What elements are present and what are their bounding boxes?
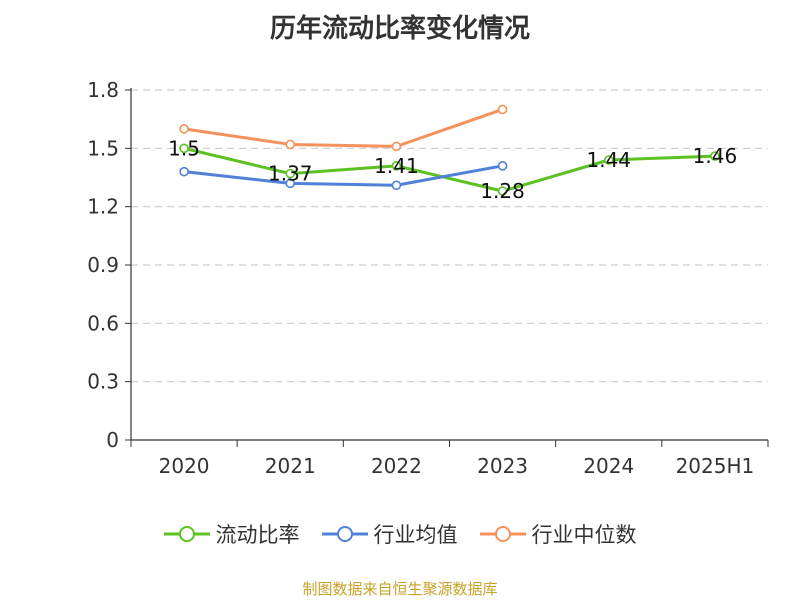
legend: 流动比率 行业均值 行业中位数 — [0, 519, 800, 549]
axis-layer: 0 0.3 0.6 0.9 1.2 1.5 1.8 2020 2021 2022 2023 2024 2… — [87, 78, 769, 478]
data-point-series-1 — [391, 180, 402, 191]
series-line-1 — [183, 164, 503, 187]
x-tick-label: 2023 — [477, 454, 528, 478]
data-point-series-2 — [391, 141, 402, 152]
data-point-series-0 — [497, 186, 508, 196]
data-point-series-0 — [603, 155, 614, 165]
series-layer — [179, 104, 720, 196]
legend-swatch-current-ratio — [163, 526, 210, 542]
data-label: 1.44 — [586, 148, 631, 172]
x-tick-label: 2025H1 — [676, 454, 755, 478]
data-point-series-0 — [285, 168, 296, 179]
x-tick-label: 2022 — [371, 454, 422, 478]
y-tick-label: 1.8 — [87, 78, 119, 102]
chart-title: 历年流动比率变化情况 — [269, 14, 530, 44]
legend-label-industry-median: 行业中位数 — [531, 523, 637, 547]
series-line-2 — [183, 108, 504, 148]
x-tick-label: 2024 — [583, 454, 634, 478]
y-tick-label: 0.3 — [87, 370, 119, 394]
legend-item-industry-average[interactable]: 行业均值 — [321, 519, 458, 549]
legend-swatch-industry-median — [479, 526, 526, 542]
legend-swatch-industry-average — [321, 526, 368, 542]
data-point-series-1 — [497, 161, 508, 171]
data-label: 1.28 — [480, 179, 525, 203]
y-tick-label: 0.9 — [87, 253, 119, 277]
data-point-series-0 — [391, 161, 402, 171]
data-label-layer: 1.5 1.37 1.41 1.28 1.44 1.46 — [168, 136, 737, 203]
y-tick-label: 1.5 — [87, 136, 119, 160]
legend-label-current-ratio: 流动比率 — [215, 523, 300, 547]
legend-item-industry-median[interactable]: 行业中位数 — [479, 519, 637, 549]
data-label: 1.37 — [268, 162, 313, 186]
y-tick-label: 0.6 — [87, 311, 119, 335]
data-point-series-2 — [179, 124, 189, 134]
legend-item-current-ratio[interactable]: 流动比率 — [163, 519, 300, 549]
x-tick-label: 2021 — [265, 454, 316, 478]
x-tick-label: 2020 — [159, 454, 210, 478]
data-point-series-2 — [285, 139, 296, 150]
y-tick-label: 0 — [106, 428, 119, 452]
data-source-note: 制图数据来自恒生聚源数据库 — [302, 580, 498, 598]
data-label: 1.41 — [374, 154, 419, 178]
data-label: 1.5 — [168, 136, 200, 160]
data-label: 1.46 — [693, 144, 738, 168]
legend-label-industry-average: 行业均值 — [373, 523, 458, 547]
y-tick-label: 1.2 — [87, 195, 119, 219]
data-point-series-2 — [497, 104, 508, 115]
series-line-0 — [183, 146, 715, 193]
grid-layer — [131, 89, 768, 383]
data-point-series-1 — [285, 178, 296, 189]
data-point-series-0 — [179, 143, 189, 154]
data-point-series-1 — [179, 166, 189, 177]
data-point-series-0 — [710, 151, 720, 161]
